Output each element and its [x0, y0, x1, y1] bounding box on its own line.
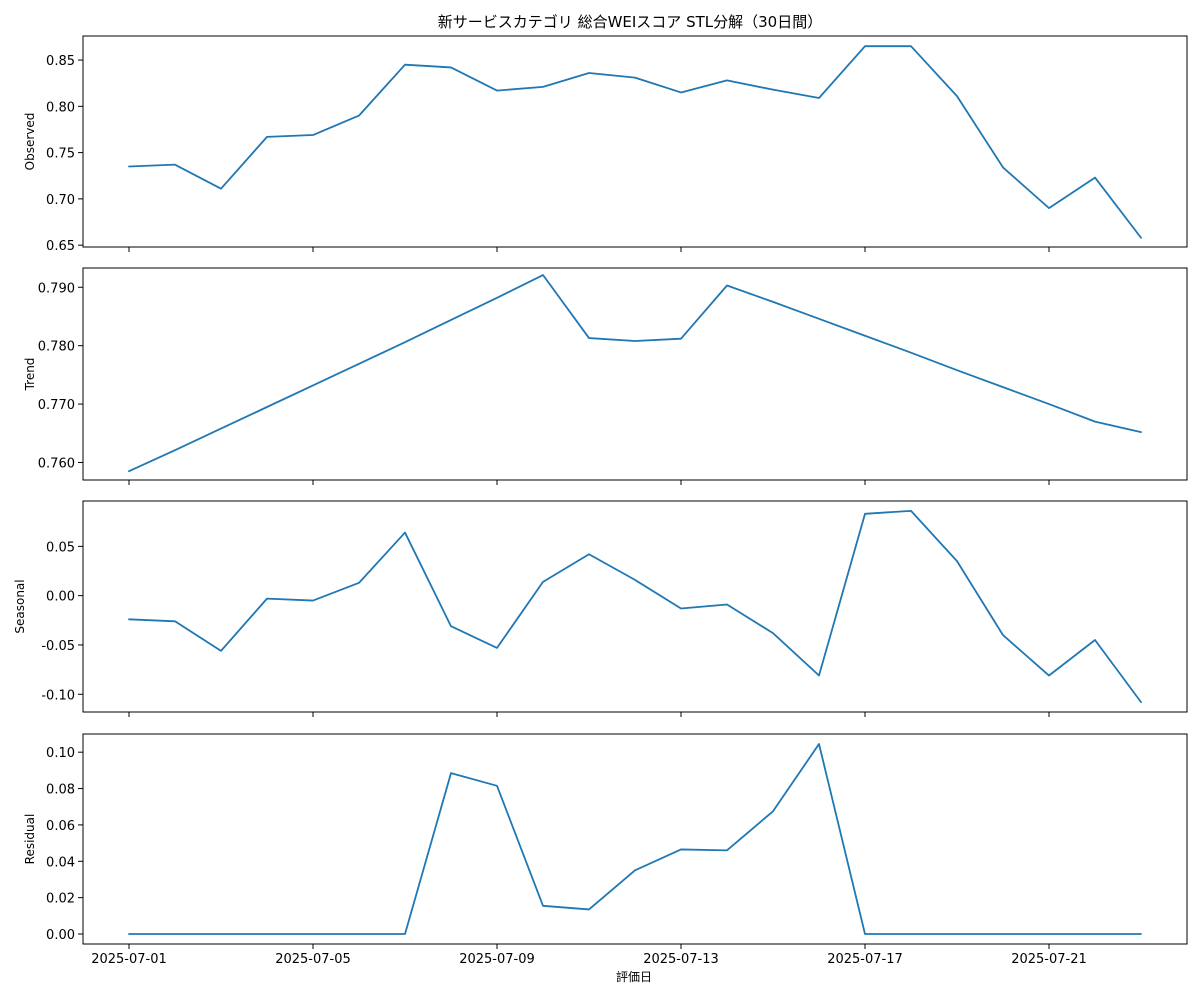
panel-residual: Residual 0.00 0.02 0.04 0.06 0.08 0.10 2025-07-…: [23, 733, 1188, 967]
panel-frame: [82, 733, 1188, 945]
residual-series-line: [128, 743, 1142, 935]
x-tick-label: 2025-07-13: [643, 952, 719, 967]
y-tick-label: 0.80: [46, 100, 75, 115]
observed-series-line: [128, 45, 1142, 239]
x-tick-label: 2025-07-01: [91, 952, 167, 967]
y-tick-label: 0.790: [38, 281, 75, 296]
y-tick-label: 0.08: [46, 783, 75, 798]
y-tick-label: 0.10: [46, 746, 75, 761]
y-tick-label: 0.05: [46, 540, 75, 555]
seasonal-series-line: [128, 509, 1142, 704]
y-axis-label: Residual: [23, 814, 37, 865]
panel-trend: Trend 0.760 0.770 0.780 0.790: [23, 267, 1188, 485]
y-tick-label: 0.04: [46, 855, 75, 870]
y-tick-label: 0.760: [38, 456, 75, 471]
panel-observed: Observed 0.65 0.70 0.75 0.80 0.85: [23, 35, 1188, 254]
x-tick-label: 2025-07-17: [827, 952, 903, 967]
y-axis-label: Observed: [23, 113, 37, 171]
x-tick-label: 2025-07-05: [275, 952, 351, 967]
panel-frame: [82, 267, 1188, 481]
y-tick-label: -0.10: [41, 688, 75, 703]
y-tick-label: 0.65: [46, 239, 75, 254]
panel-seasonal: Seasonal -0.10 -0.05 0.00 0.05: [13, 500, 1188, 717]
y-axis-label: Seasonal: [13, 579, 27, 633]
y-tick-label: 0.75: [46, 147, 75, 162]
y-tick-label: 0.780: [38, 340, 75, 355]
panels: Observed 0.65 0.70 0.75 0.80 0.85 Trend 0.760 0.…: [13, 35, 1188, 967]
x-tick-label: 2025-07-21: [1011, 952, 1087, 967]
y-tick-label: 0.06: [46, 819, 75, 834]
y-tick-label: 0.770: [38, 398, 75, 413]
y-tick-label: 0.00: [46, 928, 75, 943]
trend-series-line: [128, 274, 1142, 473]
panel-frame: [82, 35, 1188, 248]
y-axis-label: Trend: [23, 358, 37, 392]
panel-frame: [82, 500, 1188, 713]
y-tick-label: 0.00: [46, 590, 75, 605]
x-axis-label: 評価日: [616, 969, 652, 984]
y-tick-label: -0.05: [41, 639, 75, 654]
x-tick-label: 2025-07-09: [459, 952, 535, 967]
chart-title: 新サービスカテゴリ 総合WEIスコア STL分解（30日間）: [438, 13, 822, 31]
y-tick-label: 0.85: [46, 54, 75, 69]
y-tick-label: 0.70: [46, 193, 75, 208]
y-tick-label: 0.02: [46, 892, 75, 907]
